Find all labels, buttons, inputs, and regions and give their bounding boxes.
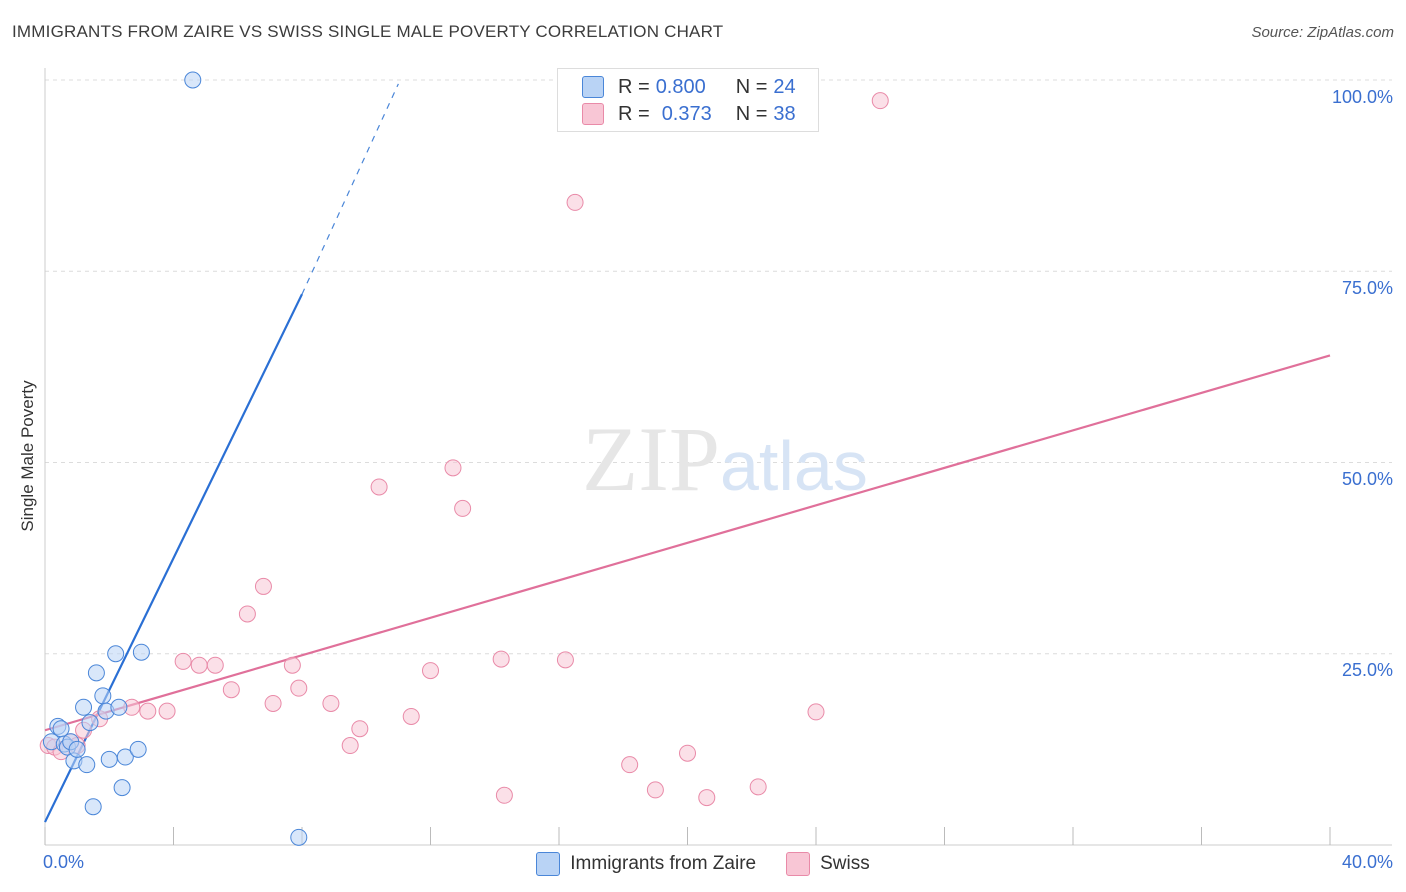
x-tick-label-max: 40.0%: [1341, 852, 1393, 872]
source-label: Source: ZipAtlas.com: [1251, 24, 1394, 41]
data-point-zaire: [113, 779, 131, 797]
data-point-swiss: [370, 478, 388, 496]
legend-n-value: 38: [773, 102, 796, 125]
data-point-swiss: [454, 499, 472, 517]
data-point-swiss: [158, 702, 176, 720]
data-point-swiss: [749, 778, 767, 796]
data-point-zaire: [100, 750, 118, 768]
trend-line-swiss: [44, 354, 1331, 732]
y-tick-label-50: 50.0%: [1341, 469, 1393, 489]
data-point-zaire: [84, 798, 102, 816]
data-point-swiss: [283, 656, 301, 674]
data-point-zaire: [75, 698, 93, 716]
y-tick-label-25: 25.0%: [1341, 660, 1393, 680]
chart-title: IMMIGRANTS FROM ZAIRE VS SWISS SINGLE MA…: [12, 22, 724, 41]
data-point-swiss: [190, 656, 208, 674]
x-tick-label-min: 0.0%: [43, 852, 85, 872]
legend-n-value: 24: [773, 75, 796, 98]
data-point-swiss: [422, 662, 439, 680]
data-point-swiss: [238, 605, 256, 623]
series-legend-label: Swiss: [820, 853, 870, 874]
legend-swatch-zaire: [582, 76, 604, 98]
data-point-swiss: [566, 193, 584, 211]
legend-r-value: 0.373: [661, 102, 712, 125]
legend-n-label: N =: [735, 102, 768, 125]
data-point-swiss: [254, 577, 272, 595]
y-tick-label-100: 100.0%: [1331, 87, 1393, 107]
data-point-swiss: [174, 652, 192, 670]
data-point-zaire: [87, 664, 105, 682]
legend-row-swiss: R = 0.373 N = 38: [582, 102, 796, 126]
legend-row-zaire: R = 0.800 N = 24: [582, 75, 796, 99]
data-point-swiss: [290, 679, 308, 697]
data-point-zaire: [78, 756, 96, 774]
watermark-zip: ZIP: [582, 408, 720, 510]
data-point-swiss: [807, 703, 825, 721]
data-point-swiss: [222, 681, 240, 699]
series-legend-zaire[interactable]: Immigrants from Zaire: [536, 852, 756, 876]
data-point-zaire: [290, 828, 308, 846]
data-point-zaire: [81, 714, 99, 732]
data-point-swiss: [646, 781, 664, 799]
data-point-zaire: [116, 748, 134, 766]
data-point-zaire: [129, 740, 147, 758]
data-point-swiss: [206, 656, 224, 674]
legend-r-label: R =: [618, 75, 650, 98]
y-axis-label: Single Male Poverty: [18, 380, 37, 532]
legend-swatch-swiss: [582, 103, 604, 125]
data-point-swiss: [322, 694, 340, 712]
grid-lines: [45, 79, 1392, 655]
data-point-swiss: [444, 459, 462, 477]
correlation-legend: R = 0.800 N = 24 R = 0.373 N = 38: [557, 68, 819, 132]
axes: [44, 68, 1392, 846]
data-point-zaire: [110, 698, 128, 716]
data-points: [39, 71, 889, 846]
data-point-zaire: [132, 643, 150, 661]
legend-r-label: R =: [618, 102, 650, 125]
legend-n-label: N =: [735, 75, 768, 98]
data-point-swiss: [556, 651, 574, 669]
data-point-swiss: [264, 694, 282, 712]
data-point-swiss: [871, 92, 889, 110]
data-point-zaire: [68, 740, 86, 758]
data-point-zaire: [184, 71, 202, 89]
legend-r-value: 0.800: [655, 75, 706, 98]
data-point-zaire: [94, 687, 112, 705]
data-point-swiss: [698, 789, 716, 807]
data-point-swiss: [402, 707, 420, 725]
data-point-swiss: [492, 650, 510, 668]
data-point-swiss: [621, 756, 639, 774]
series-swatch-zaire: [536, 852, 561, 876]
data-point-swiss: [139, 702, 157, 720]
data-point-zaire: [107, 645, 125, 663]
series-legend-swiss[interactable]: Swiss: [786, 852, 870, 876]
series-legend-label: Immigrants from Zaire: [570, 853, 757, 874]
data-point-swiss: [495, 786, 513, 804]
data-point-swiss: [351, 720, 369, 738]
watermark: ZIP atlas: [582, 408, 868, 510]
series-swatch-swiss: [786, 852, 811, 876]
series-legend: Immigrants from Zaire Swiss: [0, 852, 1406, 876]
data-point-swiss: [341, 737, 359, 755]
data-point-swiss: [679, 744, 696, 762]
y-tick-label-75: 75.0%: [1341, 278, 1393, 298]
watermark-atlas: atlas: [720, 427, 868, 505]
trend-line-zaire-extension: [301, 83, 399, 295]
